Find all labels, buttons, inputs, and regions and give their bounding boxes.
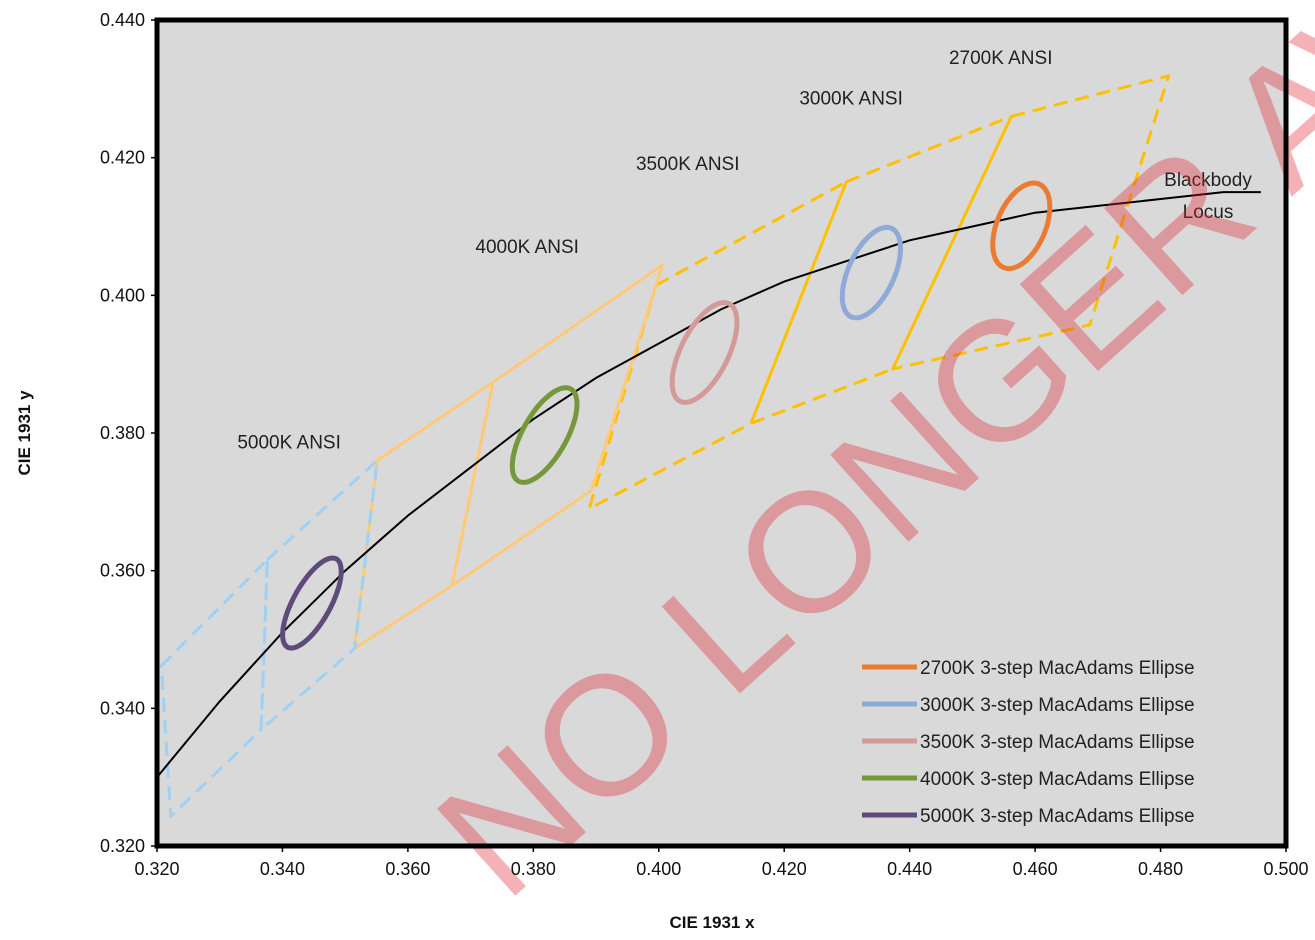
- x-tick-label: 0.440: [887, 859, 932, 879]
- legend-entry: 3000K 3-step MacAdams Ellipse: [920, 695, 1195, 716]
- macadams-ellipses: [280, 180, 1053, 651]
- legend-entry: 3500K 3-step MacAdams Ellipse: [920, 732, 1195, 753]
- y-tick-label: 0.340: [100, 698, 145, 718]
- x-tick-label: 0.480: [1138, 859, 1183, 879]
- macadams-ellipse: [280, 555, 344, 651]
- y-axis-ticks: 0.320 0.340 0.360 0.380 0.400 0.420 0.440: [100, 10, 157, 856]
- macadams-ellipse: [990, 180, 1053, 272]
- ansi-quadrangle: [891, 74, 1171, 371]
- x-tick-label: 0.320: [134, 859, 179, 879]
- ansi-labels: 2700K ANSI 3000K ANSI 3500K ANSI 4000K ANSI…: [237, 48, 1052, 454]
- ansi-quadrangle: [749, 114, 1013, 425]
- legend-entry: 2700K 3-step MacAdams Ellipse: [920, 658, 1195, 679]
- macadams-ellipse: [669, 299, 740, 405]
- ansi-quadrangle: [159, 558, 269, 818]
- legend-entry: 5000K 3-step MacAdams Ellipse: [920, 806, 1195, 827]
- macadams-ellipse: [839, 224, 903, 321]
- x-tick-label: 0.420: [762, 859, 807, 879]
- ansi-quadrangles: [159, 74, 1171, 818]
- y-tick-label: 0.400: [100, 285, 145, 305]
- legend-entry: 4000K 3-step MacAdams Ellipse: [920, 769, 1195, 790]
- y-tick-label: 0.440: [100, 10, 145, 30]
- ansi-label: 2700K ANSI: [949, 48, 1053, 69]
- y-tick-label: 0.380: [100, 423, 145, 443]
- locus-label-line2: Locus: [1183, 202, 1234, 223]
- x-tick-label: 0.460: [1013, 859, 1058, 879]
- x-axis-ticks: 0.320 0.340 0.360 0.380 0.400 0.420 0.440 0.460…: [134, 846, 1309, 879]
- y-tick-label: 0.320: [100, 836, 145, 856]
- x-axis-title: CIE 1931 x: [669, 913, 755, 932]
- x-tick-label: 0.340: [260, 859, 305, 879]
- blackbody-locus-line: [156, 191, 1261, 778]
- plot-area: [157, 20, 1286, 846]
- x-tick-label: 0.360: [385, 859, 430, 879]
- x-tick-label: 0.500: [1263, 859, 1308, 879]
- ansi-label: 3000K ANSI: [799, 88, 903, 109]
- ansi-quadrangle: [587, 180, 848, 511]
- macadams-ellipse: [509, 385, 580, 485]
- ansi-label: 3500K ANSI: [636, 154, 740, 175]
- ansi-quadrangle: [259, 459, 379, 732]
- y-tick-label: 0.420: [100, 148, 145, 168]
- ansi-label: 5000K ANSI: [237, 433, 341, 454]
- ansi-label: 4000K ANSI: [475, 237, 579, 258]
- y-tick-label: 0.360: [100, 561, 145, 581]
- y-axis-title: CIE 1931 y: [15, 390, 34, 476]
- x-tick-label: 0.380: [511, 859, 556, 879]
- x-tick-label: 0.400: [636, 859, 681, 879]
- locus-label-line1: Blackbody: [1164, 170, 1252, 191]
- legend: 2700K 3-step MacAdams Ellipse 3000K 3-ste…: [862, 658, 1195, 827]
